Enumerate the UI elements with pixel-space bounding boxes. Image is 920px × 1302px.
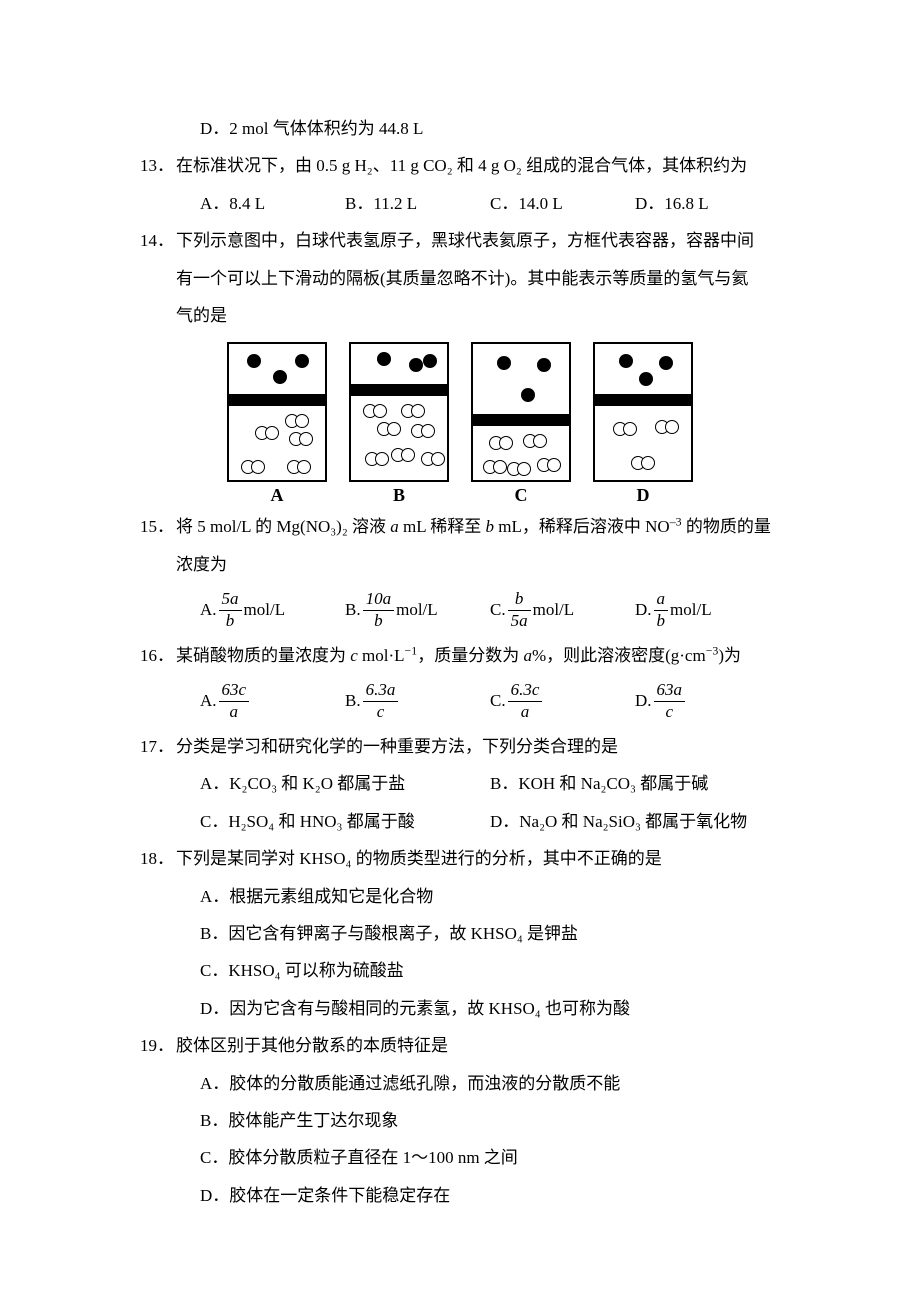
q13-options: A．8.4 L B．11.2 L C．14.0 L D．16.8 L xyxy=(200,185,780,222)
q13: 13． 在标准状况下，由 0.5 g H₂、11 g CO₂ 和 4 g O₂ … xyxy=(140,147,780,184)
q16-num: 16． xyxy=(140,637,176,674)
q16-D: D.63ac xyxy=(635,680,780,722)
q18-text: 下列是某同学对 KHSO₄ 的物质类型进行的分析，其中不正确的是 xyxy=(176,840,780,877)
diagram-B: B xyxy=(349,342,449,504)
diagram-D-label: D xyxy=(637,486,650,504)
q17-num: 17． xyxy=(140,728,176,765)
q19-num: 19． xyxy=(140,1027,176,1064)
q18-B: B．因它含有钾离子与酸根离子，故 KHSO₄ 是钾盐 xyxy=(200,915,780,952)
q17-AB: A．K₂CO₃ 和 K₂O 都属于盐 B．KOH 和 Na₂CO₃ 都属于碱 xyxy=(200,765,780,802)
q17-A: A．K₂CO₃ 和 K₂O 都属于盐 xyxy=(200,765,490,802)
diagram-D: D xyxy=(593,342,693,504)
q15-options: A.5ab mol/L B.10ab mol/L C.b5a mol/L D.a… xyxy=(200,589,780,631)
q17: 17． 分类是学习和研究化学的一种重要方法，下列分类合理的是 xyxy=(140,728,780,765)
q14-diagrams: A B C D xyxy=(140,342,780,504)
q15-D: D.ab mol/L xyxy=(635,589,780,631)
q15-B: B.10ab mol/L xyxy=(345,589,490,631)
q13-num: 13． xyxy=(140,147,176,184)
q14-l1: 下列示意图中，白球代表氢原子，黑球代表氦原子，方框代表容器，容器中间 xyxy=(176,222,780,259)
q18-num: 18． xyxy=(140,840,176,877)
q13-text: 在标准状况下，由 0.5 g H₂、11 g CO₂ 和 4 g O₂ 组成的混… xyxy=(176,147,780,184)
q13-C: C．14.0 L xyxy=(490,185,635,222)
q16-C: C.6.3ca xyxy=(490,680,635,722)
q15-t2: mL 稀释至 xyxy=(399,517,486,536)
q15-C: C.b5a mol/L xyxy=(490,589,635,631)
diagram-A-label: A xyxy=(271,486,284,504)
q16-A: A.63ca xyxy=(200,680,345,722)
q17-D: D．Na₂O 和 Na₂SiO₃ 都属于氧化物 xyxy=(490,803,780,840)
q17-text: 分类是学习和研究化学的一种重要方法，下列分类合理的是 xyxy=(176,728,780,765)
q12-option-d: D．2 mol 气体体积约为 44.8 L xyxy=(200,110,780,147)
q15: 15． 将 5 mol/L 的 Mg(NO₃)₂ 溶液 a mL 稀释至 b m… xyxy=(140,508,780,583)
q14-l3: 气的是 xyxy=(176,297,780,334)
q16-B: B.6.3ac xyxy=(345,680,490,722)
q19-A: A．胶体的分散质能通过滤纸孔隙，而浊液的分散质不能 xyxy=(200,1065,780,1102)
q19-D: D．胶体在一定条件下能稳定存在 xyxy=(200,1177,780,1214)
q19-B: B．胶体能产生丁达尔现象 xyxy=(200,1102,780,1139)
q16-text: 某硝酸物质的量浓度为 c mol·L−1，质量分数为 a%，则此溶液密度(g·c… xyxy=(176,637,780,674)
q14: 14． 下列示意图中，白球代表氢原子，黑球代表氦原子，方框代表容器，容器中间 xyxy=(140,222,780,259)
q19-text: 胶体区别于其他分散系的本质特征是 xyxy=(176,1027,780,1064)
q19: 19． 胶体区别于其他分散系的本质特征是 xyxy=(140,1027,780,1064)
q19-C: C．胶体分散质粒子直径在 1～100 nm 之间 xyxy=(200,1139,780,1176)
q18-A: A．根据元素组成知它是化合物 xyxy=(200,878,780,915)
q17-CD: C．H₂SO₄ 和 HNO₃ 都属于酸 D．Na₂O 和 Na₂SiO₃ 都属于… xyxy=(200,803,780,840)
q16: 16． 某硝酸物质的量浓度为 c mol·L−1，质量分数为 a%，则此溶液密度… xyxy=(140,637,780,674)
q15-a: a xyxy=(390,517,399,536)
diagram-B-label: B xyxy=(393,486,405,504)
q17-B: B．KOH 和 Na₂CO₃ 都属于碱 xyxy=(490,765,780,802)
q18: 18． 下列是某同学对 KHSO₄ 的物质类型进行的分析，其中不正确的是 xyxy=(140,840,780,877)
q16-options: A.63ca B.6.3ac C.6.3ca D.63ac xyxy=(200,680,780,722)
q15-b: b xyxy=(486,517,495,536)
diagram-A: A xyxy=(227,342,327,504)
q15-A: A.5ab mol/L xyxy=(200,589,345,631)
q15-t1: 将 5 mol/L 的 Mg(NO₃)₂ 溶液 xyxy=(176,517,390,536)
q17-C: C．H₂SO₄ 和 HNO₃ 都属于酸 xyxy=(200,803,490,840)
q15-t3: mL，稀释后溶液中 NO xyxy=(494,517,670,536)
q15-num: 15． xyxy=(140,508,176,545)
q13-A: A．8.4 L xyxy=(200,185,345,222)
q15-text: 将 5 mol/L 的 Mg(NO₃)₂ 溶液 a mL 稀释至 b mL，稀释… xyxy=(176,508,780,583)
q15-sup: –3 xyxy=(670,515,682,529)
q13-B: B．11.2 L xyxy=(345,185,490,222)
q14-num: 14． xyxy=(140,222,176,259)
q18-D: D．因为它含有与酸相同的元素氢，故 KHSO₄ 也可称为酸 xyxy=(200,990,780,1027)
q13-D: D．16.8 L xyxy=(635,185,780,222)
diagram-C-label: C xyxy=(515,486,528,504)
diagram-C: C xyxy=(471,342,571,504)
q14-l2: 有一个可以上下滑动的隔板(其质量忽略不计)。其中能表示等质量的氢气与氦 xyxy=(176,260,780,297)
q18-C: C．KHSO₄ 可以称为硫酸盐 xyxy=(200,952,780,989)
